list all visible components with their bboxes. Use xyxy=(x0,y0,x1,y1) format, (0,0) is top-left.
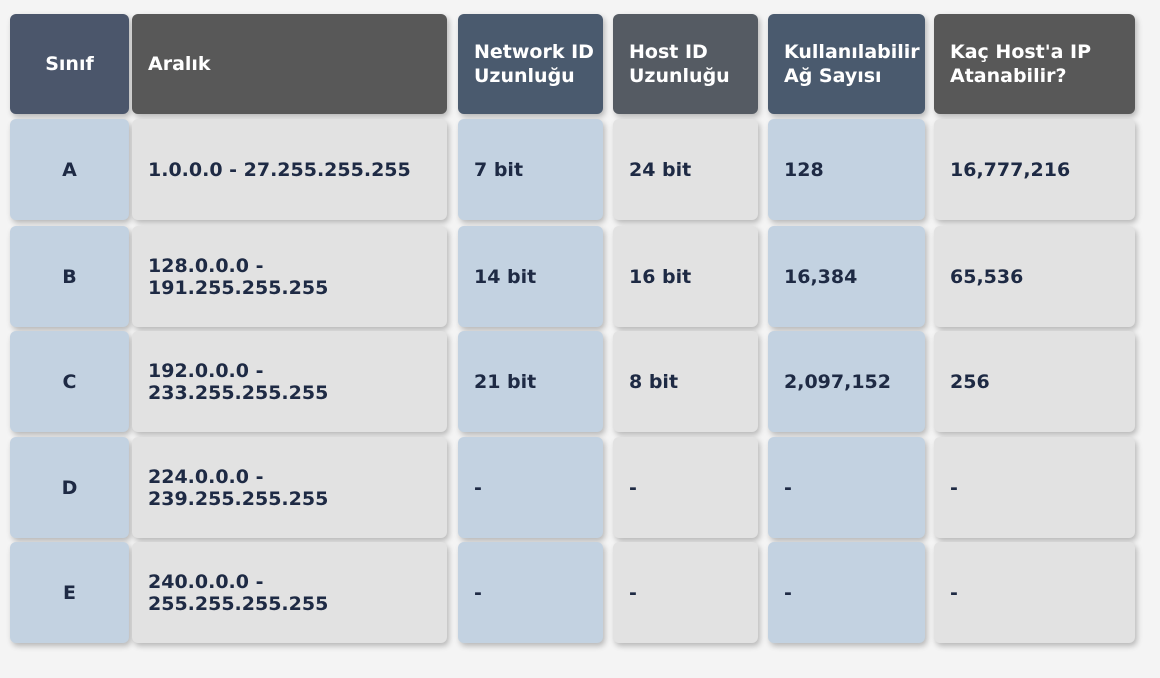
data-cell: 14 bit xyxy=(458,226,603,327)
data-cell: - xyxy=(613,542,758,643)
data-cell: 256 xyxy=(934,331,1135,432)
data-cell: 128.0.0.0 - 191.255.255.255 xyxy=(132,226,447,327)
data-cell: 240.0.0.0 - 255.255.255.255 xyxy=(132,542,447,643)
class-cell: A xyxy=(10,119,129,220)
header-cell: Host ID Uzunluğu xyxy=(613,14,758,114)
header-cell: Kaç Host'a IP Atanabilir? xyxy=(934,14,1135,114)
header-cell: Sınıf xyxy=(10,14,129,114)
data-cell: 16,777,216 xyxy=(934,119,1135,220)
data-cell: 192.0.0.0 - 233.255.255.255 xyxy=(132,331,447,432)
data-cell: 65,536 xyxy=(934,226,1135,327)
header-cell: Network ID Uzunluğu xyxy=(458,14,603,114)
data-cell: - xyxy=(934,542,1135,643)
data-cell: 128 xyxy=(768,119,925,220)
header-cell: Kullanılabilir Ağ Sayısı xyxy=(768,14,925,114)
data-cell: 24 bit xyxy=(613,119,758,220)
data-cell: 16 bit xyxy=(613,226,758,327)
data-cell: 1.0.0.0 - 27.255.255.255 xyxy=(132,119,447,220)
data-cell: 2,097,152 xyxy=(768,331,925,432)
data-cell: - xyxy=(934,437,1135,538)
data-cell: 7 bit xyxy=(458,119,603,220)
class-cell: E xyxy=(10,542,129,643)
data-cell: - xyxy=(458,437,603,538)
header-cell: Aralık xyxy=(132,14,447,114)
data-cell: - xyxy=(768,542,925,643)
data-cell: - xyxy=(768,437,925,538)
data-cell: 224.0.0.0 - 239.255.255.255 xyxy=(132,437,447,538)
class-cell: B xyxy=(10,226,129,327)
data-cell: - xyxy=(458,542,603,643)
class-cell: D xyxy=(10,437,129,538)
data-cell: 16,384 xyxy=(768,226,925,327)
data-cell: 21 bit xyxy=(458,331,603,432)
class-cell: C xyxy=(10,331,129,432)
data-cell: - xyxy=(613,437,758,538)
data-cell: 8 bit xyxy=(613,331,758,432)
